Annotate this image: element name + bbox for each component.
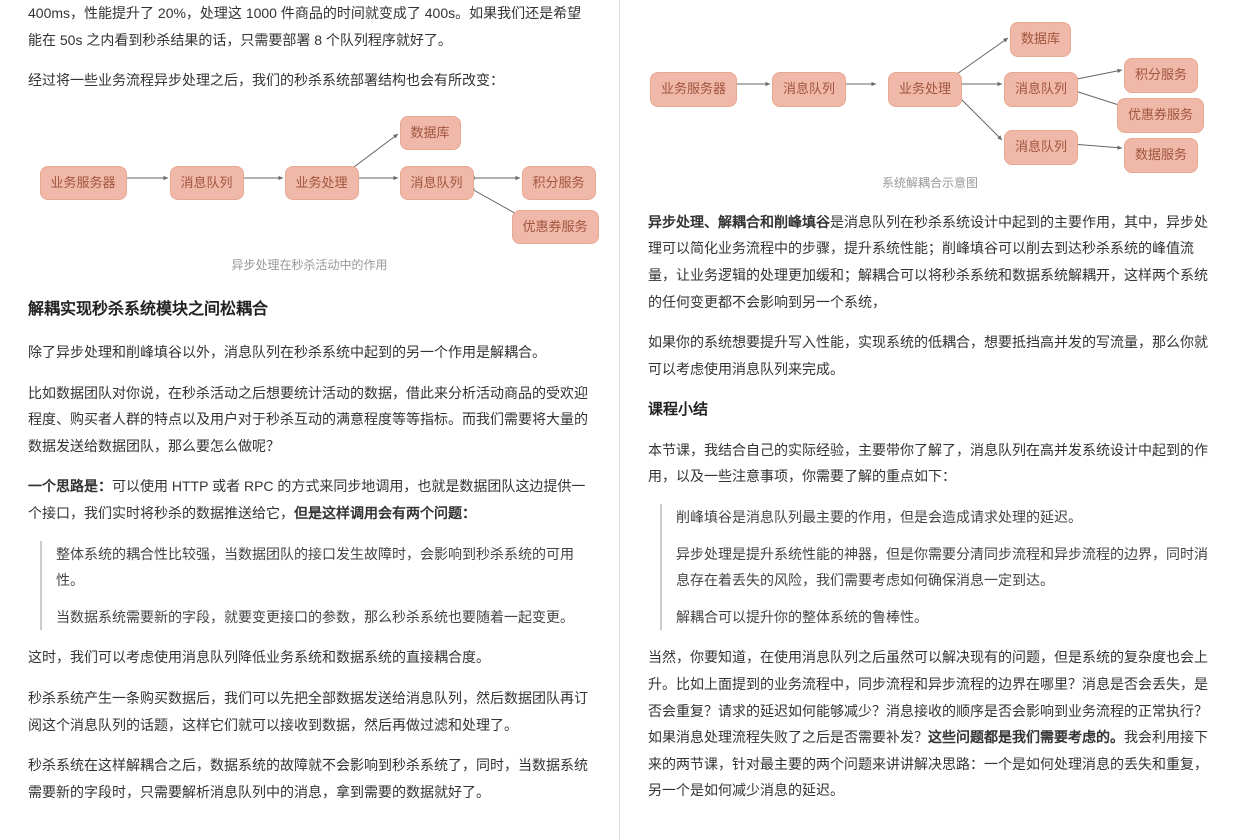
- right-column: 业务服务器消息队列业务处理数据库消息队列消息队列积分服务优惠券服务数据服务 系统…: [620, 0, 1240, 840]
- flow-node: 消息队列: [400, 166, 474, 201]
- flow-node: 数据服务: [1124, 138, 1198, 173]
- paragraph: 异步处理、解耦合和削峰填谷是消息队列在秒杀系统设计中起到的主要作用，其中，异步处…: [648, 209, 1212, 315]
- flow-node: 业务处理: [888, 72, 962, 107]
- bold-text: 一个思路是：: [28, 478, 112, 494]
- quote-item: 解耦合可以提升你的整体系统的鲁棒性。: [676, 604, 1212, 631]
- flow-node: 消息队列: [772, 72, 846, 107]
- paragraph: 这时，我们可以考虑使用消息队列降低业务系统和数据系统的直接耦合度。: [28, 644, 591, 671]
- document-page: 400ms，性能提升了 20%，处理这 1000 件商品的时间就变成了 400s…: [0, 0, 1240, 840]
- flow-node: 业务处理: [285, 166, 359, 201]
- flow-node: 积分服务: [522, 166, 596, 201]
- bold-text: 但是这样调用会有两个问题：: [294, 505, 476, 521]
- flow-node: 优惠券服务: [1117, 98, 1204, 133]
- quote-block: 削峰填谷是消息队列最主要的作用，但是会造成请求处理的延迟。 异步处理是提升系统性…: [660, 504, 1212, 630]
- quote-item: 整体系统的耦合性比较强，当数据团队的接口发生故障时，会影响到秒杀系统的可用性。: [56, 541, 591, 594]
- paragraph: 秒杀系统产生一条购买数据后，我们可以先把全部数据发送给消息队列，然后数据团队再订…: [28, 685, 591, 738]
- quote-item: 异步处理是提升系统性能的神器，但是你需要分清同步流程和异步流程的边界，同时消息存…: [676, 541, 1212, 594]
- diagram-async: 业务服务器消息队列业务处理数据库消息队列积分服务优惠券服务: [30, 108, 590, 248]
- paragraph: 400ms，性能提升了 20%，处理这 1000 件商品的时间就变成了 400s…: [28, 0, 591, 53]
- flow-node: 积分服务: [1124, 58, 1198, 93]
- flow-node: 业务服务器: [40, 166, 127, 201]
- paragraph: 本节课，我结合自己的实际经验，主要带你了解了，消息队列在高并发系统设计中起到的作…: [648, 437, 1212, 490]
- quote-block: 整体系统的耦合性比较强，当数据团队的接口发生故障时，会影响到秒杀系统的可用性。 …: [40, 541, 591, 631]
- flow-node: 业务服务器: [650, 72, 737, 107]
- section-heading: 课程小结: [648, 396, 1212, 425]
- flow-node: 优惠券服务: [512, 210, 599, 245]
- diagram-decouple: 业务服务器消息队列业务处理数据库消息队列消息队列积分服务优惠券服务数据服务: [650, 14, 1210, 166]
- quote-item: 当数据系统需要新的字段，就要变更接口的参数，那么秒杀系统也要随着一起变更。: [56, 604, 591, 631]
- flow-node: 数据库: [400, 116, 461, 151]
- quote-item: 削峰填谷是消息队列最主要的作用，但是会造成请求处理的延迟。: [676, 504, 1212, 531]
- paragraph: 当然，你要知道，在使用消息队列之后虽然可以解决现有的问题，但是系统的复杂度也会上…: [648, 644, 1212, 804]
- bold-text: 这些问题都是我们需要考虑的。: [928, 729, 1124, 745]
- flow-node: 消息队列: [1004, 72, 1078, 107]
- diagram-caption: 系统解耦合示意图: [648, 172, 1212, 195]
- flow-node: 数据库: [1010, 22, 1071, 57]
- paragraph: 如果你的系统想要提升写入性能，实现系统的低耦合，想要抵挡高并发的写流量，那么你就…: [648, 329, 1212, 382]
- flow-node: 消息队列: [1004, 130, 1078, 165]
- paragraph: 一个思路是：可以使用 HTTP 或者 RPC 的方式来同步地调用，也就是数据团队…: [28, 473, 591, 526]
- left-column: 400ms，性能提升了 20%，处理这 1000 件商品的时间就变成了 400s…: [0, 0, 620, 840]
- paragraph: 经过将一些业务流程异步处理之后，我们的秒杀系统部署结构也会有所改变：: [28, 67, 591, 94]
- bold-text: 异步处理、解耦合和削峰填谷: [648, 214, 830, 230]
- diagram-caption: 异步处理在秒杀活动中的作用: [28, 254, 591, 277]
- paragraph: 除了异步处理和削峰填谷以外，消息队列在秒杀系统中起到的另一个作用是解耦合。: [28, 339, 591, 366]
- paragraph: 比如数据团队对你说，在秒杀活动之后想要统计活动的数据，借此来分析活动商品的受欢迎…: [28, 380, 591, 460]
- paragraph: 秒杀系统在这样解耦合之后，数据系统的故障就不会影响到秒杀系统了，同时，当数据系统…: [28, 752, 591, 805]
- section-heading: 解耦实现秒杀系统模块之间松耦合: [28, 295, 591, 325]
- flow-node: 消息队列: [170, 166, 244, 201]
